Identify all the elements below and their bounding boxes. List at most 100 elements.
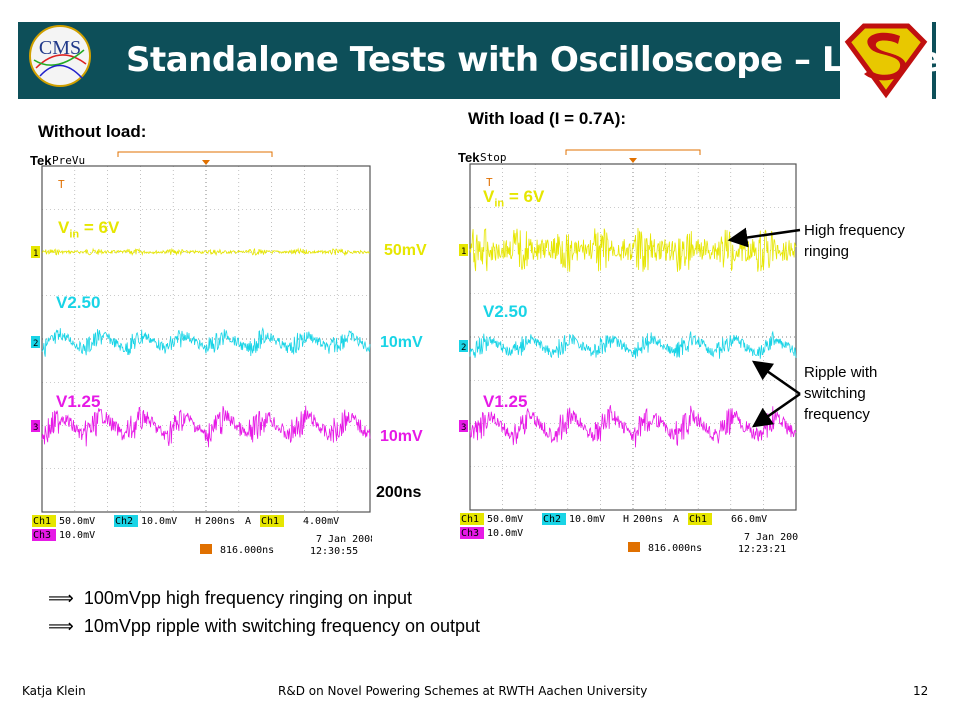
scope-display-left: T 1 2 3 Ch1 50.0mV Ch2 10.0mV H 200ns A Ch1 4.00mV Ch… (31, 151, 372, 557)
trigger-t-marker: T (58, 178, 65, 191)
graticule-border (469, 163, 797, 511)
scope-brand-left: Tek (30, 153, 52, 168)
waveform-ch3 (469, 405, 797, 448)
waveform-ch1 (469, 227, 797, 272)
trace-label-vin-right: Vin = 6V (483, 187, 545, 210)
readout-clock: 12:23:21 (738, 544, 786, 555)
readout-date: 7 Jan 2008 (316, 534, 372, 545)
readout-ch3-scale: 10.0mV (487, 528, 523, 539)
channel-marker-label: 1 (461, 247, 466, 257)
scale-ch2: 10mV (380, 334, 423, 351)
readout-h: H (623, 514, 629, 525)
scope-display-right: T 1 2 3 Ch1 50.0mV Ch2 10.0mV H 200ns A Ch1 66.0mV Ch… (459, 149, 798, 555)
waveform-ch1 (41, 247, 371, 257)
readout-ch2: Ch2 (115, 516, 133, 527)
readout-ch1-bg (460, 513, 484, 525)
arrow-ringing (727, 227, 801, 248)
readout-ch1-bg (32, 515, 56, 527)
with-load-heading: With load (I = 0.7A): (468, 109, 627, 128)
conclusion-2: ⟹ 10mVpp ripple with switching frequency… (48, 616, 481, 636)
readout-ch1: Ch1 (33, 516, 51, 527)
readout-ch3-bg (460, 527, 484, 539)
readout-ch2-bg (542, 513, 566, 525)
cms-logo-text: CMS (39, 37, 81, 59)
superman-logo (840, 22, 932, 99)
readout-a: A (245, 516, 251, 527)
channel-marker-1 (459, 244, 468, 256)
annotation-arrows (727, 227, 801, 428)
readout-trigger-ch-bg (260, 515, 284, 527)
readout-ch2: Ch2 (543, 514, 561, 525)
readout-ch2-scale: 10.0mV (141, 516, 177, 527)
title-bar (18, 22, 936, 99)
waveform-ch2 (469, 330, 797, 359)
graticule-border (41, 165, 371, 513)
readout-timebase: 200ns (205, 516, 235, 527)
channel-marker-2 (31, 336, 40, 348)
readout-ch3: Ch3 (461, 528, 479, 539)
readout-trigger-ch-bg (688, 513, 712, 525)
scope-brand-right: Tek (458, 150, 480, 165)
trigger-window (117, 151, 273, 157)
trigger-position-marker (202, 160, 210, 165)
readout-trigger-level: 4.00mV (303, 516, 339, 527)
page-title: Standalone Tests with Oscilloscope – L T… (126, 40, 942, 80)
readout-timebase: 200ns (633, 514, 663, 525)
annotation-ringing: High frequency ringing (804, 222, 905, 260)
readout-trigger-ch: Ch1 (261, 516, 279, 527)
channel-marker-3 (31, 420, 40, 432)
without-load-heading: Without load: (38, 122, 147, 141)
footer-author: Katja Klein (22, 684, 86, 698)
conclusion-1: ⟹ 100mVpp high frequency ringing on inpu… (48, 588, 413, 608)
trace-label-v125-right: V1.25 (483, 392, 528, 411)
readout-ch1: Ch1 (461, 514, 479, 525)
channel-marker-label: 3 (461, 423, 466, 433)
scope-mode-right: Stop (480, 151, 507, 164)
trigger-position-marker (629, 158, 637, 163)
trigger-t-marker: T (486, 176, 493, 189)
footer-talk: R&D on Novel Powering Schemes at RWTH Aa… (278, 684, 648, 698)
readout-date: 7 Jan 2008 (744, 532, 798, 543)
readout-clock: 12:30:55 (310, 546, 358, 557)
arrow-ripple-2 (751, 392, 801, 428)
scope-mode-left: PreVu (52, 154, 86, 167)
delay-marker (200, 544, 212, 554)
readout-a: A (673, 514, 679, 525)
readout-ch3-bg (32, 529, 56, 541)
readout-ch2-scale: 10.0mV (569, 514, 605, 525)
channel-marker-2 (459, 340, 468, 352)
readout-trigger-level: 66.0mV (731, 514, 767, 525)
readout-delay: 816.000ns (648, 543, 702, 554)
delay-marker (628, 542, 640, 552)
cms-logo: CMS (29, 25, 91, 87)
trigger-window (565, 149, 701, 155)
readout-trigger-ch: Ch1 (689, 514, 707, 525)
waveform-ch3 (41, 405, 371, 448)
scope-screen-left: T 1 2 3 Ch1 50.0mV Ch2 10.0mV H 200ns A Ch1 4.00mV Ch… (30, 146, 372, 558)
readout-ch2-bg (114, 515, 138, 527)
readout-h: H (195, 516, 201, 527)
scale-time: 200ns (376, 484, 422, 501)
trace-label-v125-left: V1.25 (56, 392, 101, 411)
waveform-ch2 (41, 326, 371, 357)
trace-label-v250-left: V2.50 (56, 293, 101, 312)
scope-screen-right: T 1 2 3 Ch1 50.0mV Ch2 10.0mV H 200ns A Ch1 66.0mV Ch… (456, 146, 798, 558)
arrow-ripple-1 (751, 360, 801, 396)
readout-ch1-scale: 50.0mV (59, 516, 95, 527)
channel-marker-label: 2 (461, 343, 466, 353)
channel-marker-3 (459, 420, 468, 432)
readout-ch1-scale: 50.0mV (487, 514, 523, 525)
scale-ch1: 50mV (384, 242, 427, 259)
channel-marker-1 (31, 246, 40, 258)
readout-ch3: Ch3 (33, 530, 51, 541)
footer-page-number: 12 (913, 684, 929, 698)
channel-marker-label: 2 (33, 339, 38, 349)
readout-delay: 816.000ns (220, 545, 274, 556)
channel-marker-label: 3 (33, 423, 38, 433)
readout-ch3-scale: 10.0mV (59, 530, 95, 541)
scale-ch3: 10mV (380, 428, 423, 445)
channel-marker-label: 1 (33, 249, 38, 259)
annotation-ripple: Ripple with switching frequency (804, 364, 878, 423)
trace-label-vin-left: Vin = 6V (58, 218, 120, 241)
trace-label-v250-right: V2.50 (483, 302, 528, 321)
